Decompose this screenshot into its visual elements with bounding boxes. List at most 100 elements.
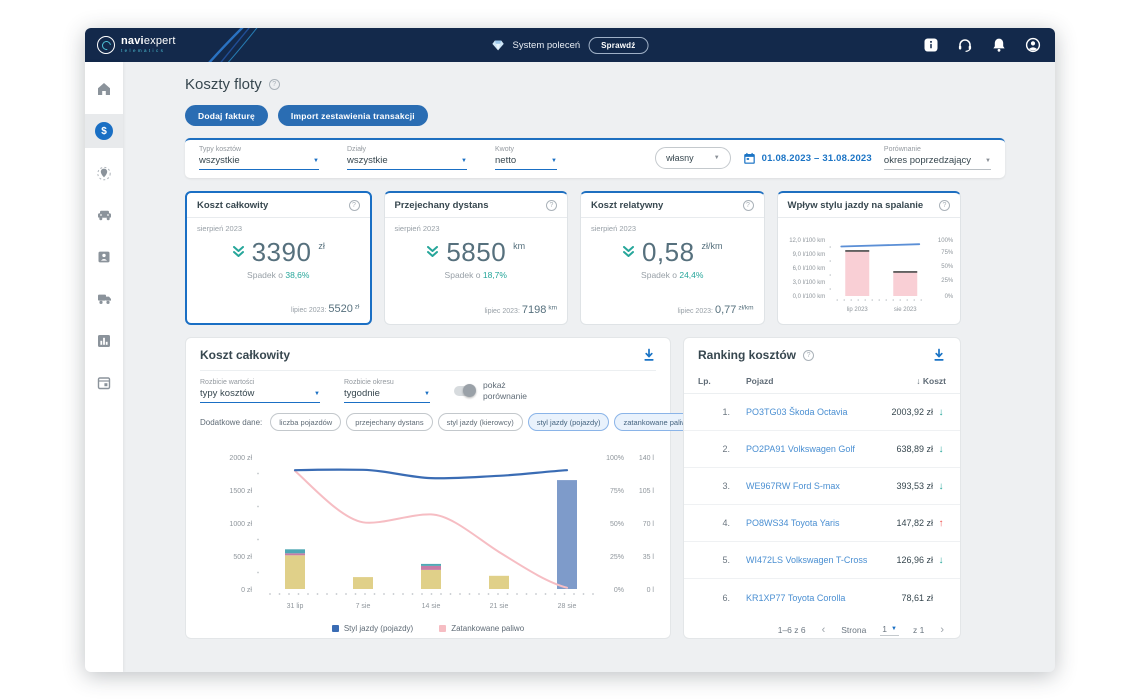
app-window: naviexpert telematics System poleceń Spr… xyxy=(85,28,1055,672)
trend-icon: ↓ xyxy=(938,480,944,492)
vehicle-link[interactable]: PO2PA91 Volkswagen Golf xyxy=(746,444,855,454)
svg-text:0 l: 0 l xyxy=(647,587,655,594)
table-row[interactable]: 3. WE967RW Ford S-max 393,53 zł ↓ xyxy=(684,468,960,505)
help-icon[interactable]: ? xyxy=(742,200,754,211)
svg-text:0 zł: 0 zł xyxy=(241,587,252,594)
chevron-down-icon: ▼ xyxy=(551,157,557,164)
sidebar-item-vehicles[interactable] xyxy=(85,198,123,232)
kpi-card-driving-style-fuel[interactable]: Wpływ stylu jazdy na spalanie? 12,0 l/10… xyxy=(776,191,961,325)
show-comparison-toggle[interactable]: pokaż porównanie xyxy=(454,380,527,401)
cost-types-select[interactable]: Typy kosztów wszystkie ▼ xyxy=(199,146,319,170)
next-page-chevron-icon[interactable]: › xyxy=(940,624,944,636)
chevron-down-icon: ▼ xyxy=(313,157,319,164)
sidebar-item-localization[interactable] xyxy=(85,156,123,190)
vehicle-link[interactable]: WE967RW Ford S-max xyxy=(746,481,840,491)
kpi-card-total-cost[interactable]: Koszt całkowity? sierpień 2023 3390 zł S… xyxy=(185,191,372,325)
svg-text:1000 zł: 1000 zł xyxy=(229,521,252,528)
svg-text:35 l: 35 l xyxy=(643,554,655,561)
sidebar-item-trucks[interactable] xyxy=(85,282,123,316)
download-icon[interactable] xyxy=(932,348,946,362)
add-invoice-button[interactable]: Dodaj fakturę xyxy=(185,105,268,126)
help-icon[interactable]: ? xyxy=(939,200,950,211)
location-pin-icon xyxy=(97,166,111,181)
svg-text:75%: 75% xyxy=(941,250,954,256)
sidebar: $ xyxy=(85,62,123,672)
fuel-impact-mini-chart: 12,0 l/100 km 9,0 l/100 km 6,0 l/100 km … xyxy=(789,238,954,313)
svg-text:0,0 l/100 km: 0,0 l/100 km xyxy=(792,294,825,300)
svg-text:9,0 l/100 km: 9,0 l/100 km xyxy=(792,252,825,258)
sidebar-item-drivers[interactable] xyxy=(85,240,123,274)
naviexpert-logo-icon xyxy=(97,36,115,54)
toggle-track xyxy=(454,384,476,397)
ranking-table-body: 1. PO3TG03 Škoda Octavia 2003,92 zł ↓ 2.… xyxy=(684,394,960,616)
departments-select[interactable]: Działy wszystkie ▼ xyxy=(347,146,467,170)
help-icon[interactable]: ? xyxy=(546,200,557,211)
sidebar-item-reports[interactable] xyxy=(85,324,123,358)
vehicle-link[interactable]: PO3TG03 Škoda Octavia xyxy=(746,407,848,417)
svg-text:0%: 0% xyxy=(614,587,624,594)
table-row[interactable]: 5. WI472LS Volkswagen T-Cross 126,96 zł … xyxy=(684,542,960,579)
main-content: Koszty floty ? Dodaj fakturę Import zest… xyxy=(123,62,1055,672)
info-icon[interactable] xyxy=(923,37,939,53)
comparison-select[interactable]: Porównanie okres poprzedzający ▼ xyxy=(883,146,991,170)
table-row[interactable]: 4. PO8WS34 Toyota Yaris 147,82 zł ↑ xyxy=(684,505,960,542)
period-preset-select[interactable]: własny ▼ xyxy=(655,147,731,169)
chip-style-vehicles[interactable]: styl jazdy (pojazdy) xyxy=(527,413,610,431)
table-row[interactable]: 2. PO2PA91 Volkswagen Golf 638,89 zł ↓ xyxy=(684,431,960,468)
chevron-down-icon: ▼ xyxy=(985,157,991,164)
ranking-header-row: Lp. Pojazd ↓ Koszt xyxy=(684,370,960,394)
svg-text:lip 2023: lip 2023 xyxy=(846,307,868,313)
prev-page-chevron-icon[interactable]: ‹ xyxy=(821,624,826,636)
chip-fuel[interactable]: zatankowane paliwo xyxy=(614,413,701,431)
bars-28-sie xyxy=(557,480,577,589)
svg-text:25%: 25% xyxy=(610,554,624,561)
chevron-down-icon: ▼ xyxy=(461,157,467,164)
chip-vehicle-count[interactable]: liczba pojazdów xyxy=(270,413,342,431)
notifications-bell-icon[interactable] xyxy=(991,37,1007,53)
svg-text:100%: 100% xyxy=(937,238,953,244)
pagination-range: 1–6 z 6 xyxy=(777,625,806,635)
value-split-select[interactable]: Rozbicie wartości typy kosztów ▼ xyxy=(200,379,320,403)
svg-text:31 lip: 31 lip xyxy=(287,603,304,610)
period-split-select[interactable]: Rozbicie okresu tygodnie ▼ xyxy=(344,379,430,403)
date-range-picker[interactable]: 01.08.2023 – 31.08.2023 xyxy=(743,152,872,165)
pagination-word: Strona xyxy=(841,625,867,635)
page-select[interactable]: 1 ▼ xyxy=(880,624,899,636)
chevron-down-icon: ▼ xyxy=(424,390,430,397)
kpi-card-distance[interactable]: Przejechany dystans? sierpień 2023 5850 … xyxy=(383,191,568,325)
vehicle-link[interactable]: PO8WS34 Toyota Yaris xyxy=(746,518,840,528)
combo-chart-svg: 2000 zł 1500 zł 1000 zł 500 zł 0 zł 100%… xyxy=(229,455,655,610)
table-row[interactable]: 1. PO3TG03 Škoda Octavia 2003,92 zł ↓ xyxy=(684,394,960,431)
brand-logo[interactable]: naviexpert telematics xyxy=(97,36,176,54)
svg-text:2000 zł: 2000 zł xyxy=(229,455,252,462)
support-headset-icon[interactable] xyxy=(957,37,973,53)
svg-text:sie 2023: sie 2023 xyxy=(893,307,916,313)
sidebar-item-calendar[interactable] xyxy=(85,366,123,400)
amounts-select[interactable]: Kwoty netto ▼ xyxy=(495,146,557,170)
kpi-card-relative-cost[interactable]: Koszt relatywny? sierpień 2023 0,58 zł/k… xyxy=(580,191,765,325)
vehicle-link[interactable]: KR1XP77 Toyota Corolla xyxy=(746,592,846,603)
page-help-icon[interactable]: ? xyxy=(268,79,280,90)
line-driving-style xyxy=(293,468,569,480)
table-row[interactable]: 6. KR1XP77 Toyota Corolla 78,61 zł xyxy=(722,592,933,603)
svg-text:140 l: 140 l xyxy=(639,455,655,462)
sort-by-cost[interactable]: ↓ Koszt xyxy=(916,376,946,386)
sidebar-item-home[interactable] xyxy=(85,72,123,106)
total-cost-chart: 2000 zł 1500 zł 1000 zł 500 zł 0 zł 100%… xyxy=(200,439,656,622)
sidebar-item-costs[interactable]: $ xyxy=(85,114,123,148)
filter-bar: Typy kosztów wszystkie ▼ Działy wszystkie… xyxy=(185,138,1005,178)
bar-chart-icon xyxy=(98,335,110,347)
help-icon[interactable]: ? xyxy=(803,349,815,361)
chip-style-drivers[interactable]: styl jazdy (kierowcy) xyxy=(437,413,523,431)
svg-text:7 sie: 7 sie xyxy=(356,603,371,610)
check-button[interactable]: Sprawdź xyxy=(588,36,649,54)
vehicle-link[interactable]: WI472LS Volkswagen T-Cross xyxy=(746,555,868,565)
download-icon[interactable] xyxy=(642,348,656,362)
chip-distance[interactable]: przejechany dystans xyxy=(346,413,433,431)
account-icon[interactable] xyxy=(1025,37,1041,53)
calendar-icon xyxy=(97,377,111,390)
import-transactions-button[interactable]: Import zestawienia transakcji xyxy=(277,105,428,126)
help-icon[interactable]: ? xyxy=(348,200,360,211)
svg-text:25%: 25% xyxy=(941,278,954,284)
date-range-value: 01.08.2023 – 31.08.2023 xyxy=(761,152,872,164)
